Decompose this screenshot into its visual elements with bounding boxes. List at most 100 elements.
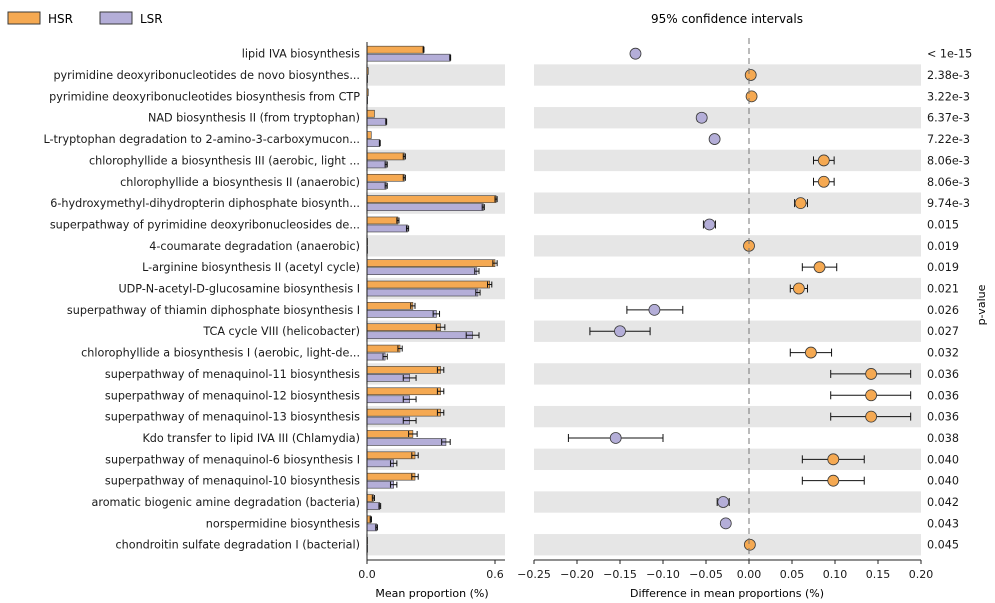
row-stripe-right bbox=[534, 235, 921, 257]
hsr-bar bbox=[366, 152, 405, 161]
row-stripe-right bbox=[534, 64, 921, 86]
pvalue-label: < 1e-15 bbox=[927, 48, 972, 61]
ci-point bbox=[813, 261, 826, 274]
pathway-label: superpathway of menaquinol-11 biosynthes… bbox=[105, 368, 360, 381]
right-x-tick-label: 0.10 bbox=[823, 568, 848, 581]
pvalue-label: 0.036 bbox=[927, 368, 959, 381]
pvalue-label: 0.019 bbox=[927, 240, 959, 253]
pathway-label: NAD biosynthesis II (from tryptophan) bbox=[148, 112, 360, 125]
pathway-label: superpathway of menaquinol-13 biosynthes… bbox=[105, 411, 360, 424]
hsr-bar bbox=[366, 259, 496, 267]
hsr-bar bbox=[366, 109, 375, 118]
ci-point bbox=[827, 453, 840, 466]
lsr-bar bbox=[366, 139, 381, 147]
hsr-bar bbox=[366, 323, 441, 332]
ci-point bbox=[794, 197, 807, 210]
ci-point bbox=[827, 474, 840, 487]
right-x-tick-label: −0.05 bbox=[689, 568, 723, 581]
legend-label-lsr: LSR bbox=[140, 12, 163, 26]
pvalue-label: 9.74e-3 bbox=[927, 197, 970, 210]
lsr-bar bbox=[366, 160, 387, 169]
pathway-label: chlorophyllide a biosynthesis I (aerobic… bbox=[81, 347, 360, 360]
lsr-bar bbox=[366, 224, 408, 233]
left-xlabel: Mean proportion (%) bbox=[375, 587, 488, 600]
right-x-tick-label: −0.25 bbox=[517, 568, 551, 581]
pathway-label: superpathway of menaquinol-6 biosynthesi… bbox=[105, 453, 360, 466]
right-x-tick-label: 0.05 bbox=[780, 568, 805, 581]
lsr-bar bbox=[366, 331, 473, 340]
lsr-bar bbox=[366, 288, 479, 297]
lsr-bar bbox=[366, 438, 447, 446]
ci-point bbox=[745, 90, 758, 103]
legend-swatch-lsr bbox=[99, 11, 133, 25]
pvalue-label: 0.045 bbox=[927, 539, 959, 552]
hsr-bar bbox=[366, 216, 399, 225]
pvalue-label: 0.040 bbox=[927, 453, 959, 466]
ci-point bbox=[717, 496, 730, 508]
row-stripe-left bbox=[366, 534, 505, 556]
hsr-bar bbox=[366, 45, 424, 54]
ci-point bbox=[744, 69, 757, 81]
pvalue-label: 0.032 bbox=[927, 347, 959, 360]
lsr-bar bbox=[366, 181, 387, 190]
hsr-bar bbox=[366, 408, 441, 417]
hsr-bar bbox=[366, 344, 401, 353]
pathway-label: Kdo transfer to lipid IVA III (Chlamydia… bbox=[142, 432, 360, 445]
ci-point bbox=[817, 154, 830, 167]
pvalue-label: 0.026 bbox=[927, 304, 959, 317]
pvalue-axis-label: p-value bbox=[975, 284, 988, 325]
row-stripe-right bbox=[534, 192, 921, 214]
lsr-bar bbox=[366, 310, 437, 318]
hsr-bar bbox=[366, 472, 416, 481]
ci-point bbox=[695, 111, 708, 124]
pathway-label: TCA cycle VIII (helicobacter) bbox=[202, 325, 360, 338]
row-stripe-right bbox=[534, 107, 921, 129]
pathway-label: chondroitin sulfate degradation I (bacte… bbox=[116, 539, 361, 552]
ci-point bbox=[719, 517, 732, 530]
ci-point bbox=[648, 303, 661, 316]
hsr-bar bbox=[366, 173, 405, 182]
left-x-tick-label: 0.0 bbox=[358, 568, 376, 581]
right-x-tick-label: −0.10 bbox=[646, 568, 680, 581]
row-stripe-left bbox=[366, 107, 505, 129]
pathway-label: pyrimidine deoxyribonucleotides biosynth… bbox=[49, 90, 360, 103]
pvalue-label: 0.036 bbox=[927, 411, 959, 424]
hsr-bar bbox=[366, 195, 497, 203]
lsr-bar bbox=[366, 267, 478, 275]
pathway-label: UDP-N-acetyl-D-glucosamine biosynthesis … bbox=[118, 283, 360, 296]
ci-point bbox=[708, 133, 721, 145]
ci-point bbox=[817, 175, 830, 188]
row-stripe-right bbox=[534, 149, 921, 172]
pvalue-label: 3.22e-3 bbox=[927, 90, 970, 103]
pathway-label: norspermidine biosynthesis bbox=[206, 517, 360, 530]
pvalue-label: 0.038 bbox=[927, 432, 959, 445]
right-x-tick-label: 0.15 bbox=[866, 568, 891, 581]
axes: 0.0 0.6 −0.25 −0.20 −0.15 −0.10 −0.05 0.00 0.05 0… bbox=[358, 38, 933, 581]
ci-point bbox=[743, 538, 756, 551]
lsr-bar bbox=[366, 53, 451, 62]
ci-point bbox=[865, 389, 878, 402]
legend-swatch-hsr bbox=[7, 11, 41, 25]
hsr-bar bbox=[366, 280, 490, 289]
pathway-labels: lipid IVA biosynthesis pyrimidine deoxyri… bbox=[43, 48, 360, 552]
pathway-label: pyrimidine deoxyribonucleotides de novo … bbox=[53, 69, 360, 82]
row-stripe-left bbox=[366, 235, 505, 257]
pathway-label: 6-hydroxymethyl-dihydropterin diphosphat… bbox=[50, 197, 360, 210]
pvalue-label: 0.021 bbox=[927, 283, 959, 296]
ci-point bbox=[629, 47, 642, 60]
right-x-tick-label: 0.00 bbox=[737, 568, 762, 581]
pathway-label: 4-coumarate degradation (anaerobic) bbox=[149, 240, 360, 253]
pvalue-labels: < 1e-15 2.38e-3 3.22e-3 6.37e-3 7.22e-3 8.06e… bbox=[927, 48, 972, 552]
pathway-label: superpathway of menaquinol-10 biosynthes… bbox=[105, 475, 360, 488]
hsr-bar bbox=[366, 451, 416, 460]
pathway-label: L-tryptophan degradation to 2-amino-3-ca… bbox=[43, 133, 360, 146]
ci-point bbox=[865, 410, 878, 423]
right-x-tick-label: 0.20 bbox=[909, 568, 934, 581]
pvalue-label: 0.036 bbox=[927, 389, 959, 402]
pvalue-label: 0.042 bbox=[927, 496, 959, 509]
right-x-tick-label: −0.20 bbox=[560, 568, 594, 581]
row-stripe-left bbox=[366, 64, 505, 86]
ci-point bbox=[865, 368, 878, 380]
hsr-bar bbox=[366, 430, 414, 438]
